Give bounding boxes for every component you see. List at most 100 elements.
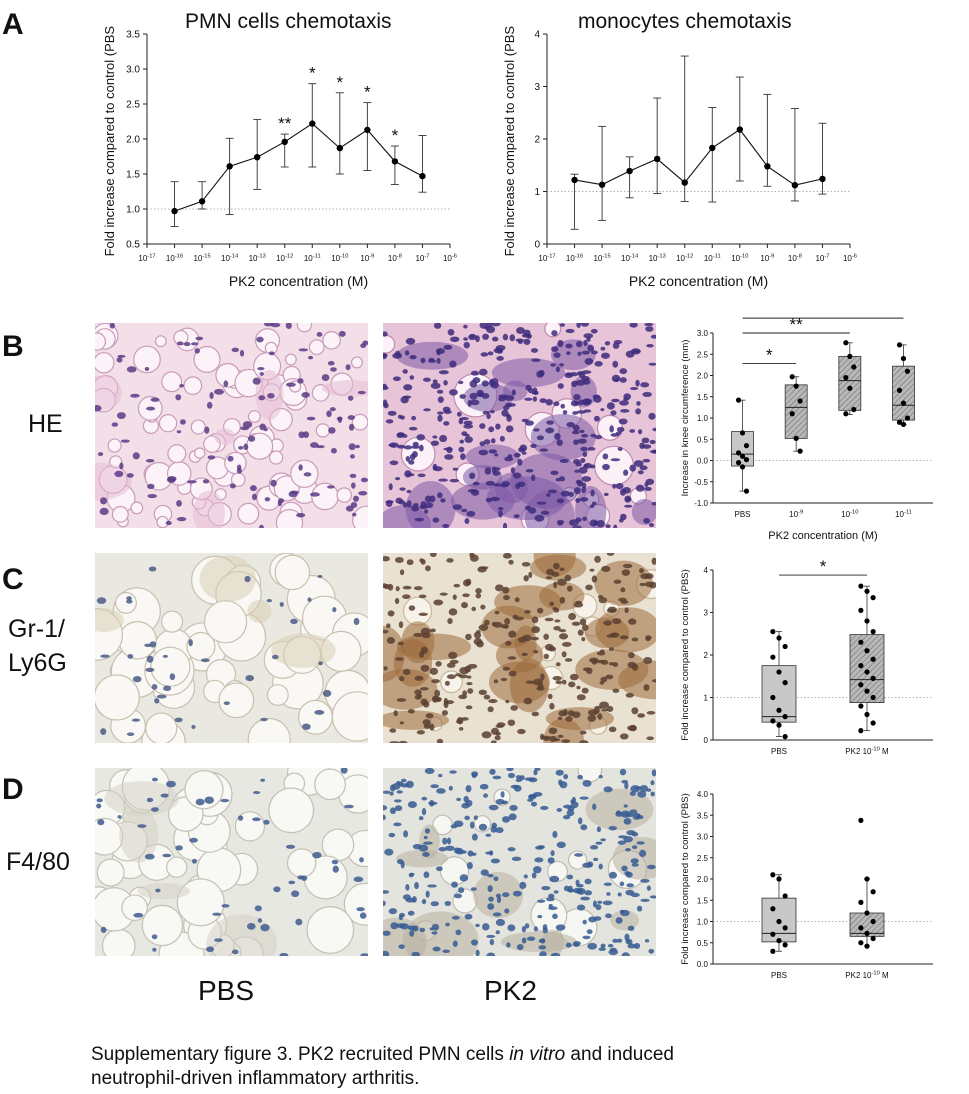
cell-nucleus — [600, 352, 610, 359]
cell-nucleus — [651, 769, 656, 777]
x-tick-label-exp: -7 — [424, 253, 429, 259]
cell-nucleus — [96, 803, 102, 809]
x-tick-label: 10-14 — [621, 253, 639, 263]
data-point — [858, 817, 864, 823]
cell-nucleus — [145, 459, 155, 463]
data-point — [776, 722, 782, 728]
data-point — [858, 728, 864, 734]
cell-nucleus — [629, 429, 635, 433]
cell-nucleus — [578, 399, 584, 406]
cell-nucleus — [97, 819, 105, 826]
cell-nucleus — [478, 823, 488, 831]
tissue-cell — [296, 323, 313, 333]
cell-nucleus — [503, 625, 509, 629]
cell-nucleus — [400, 783, 410, 788]
x-tick-label-exp: -8 — [397, 253, 402, 259]
cell-nucleus — [435, 348, 445, 355]
x-axis-label: PK2 concentration (M) — [229, 273, 368, 289]
cell-nucleus — [437, 411, 444, 415]
cell-nucleus — [431, 931, 438, 935]
cell-nucleus — [475, 335, 480, 343]
cell-nucleus — [578, 466, 588, 474]
cell-nucleus — [562, 709, 568, 716]
cell-nucleus — [528, 793, 538, 799]
cell-nucleus — [514, 616, 524, 621]
cell-nucleus — [398, 740, 408, 743]
panel-letter-b: B — [2, 330, 24, 363]
cell-nucleus — [191, 724, 196, 729]
cell-nucleus — [420, 687, 429, 691]
tissue-cell — [440, 670, 463, 694]
cell-nucleus — [508, 670, 517, 677]
cell-nucleus — [584, 890, 593, 896]
cell-nucleus — [404, 350, 410, 356]
cell-nucleus — [238, 446, 244, 450]
cell-nucleus — [495, 930, 500, 935]
x-tick-label-base: 10 — [166, 254, 175, 263]
cell-nucleus — [147, 494, 158, 499]
cell-nucleus — [422, 377, 431, 382]
cell-nucleus — [613, 579, 622, 584]
cell-nucleus — [565, 715, 573, 722]
x-tick-label-base: 10 — [360, 254, 369, 263]
cell-nucleus — [582, 935, 591, 940]
cell-nucleus — [418, 594, 427, 599]
tissue-cell — [402, 596, 433, 626]
x-tick-label-exp: -11 — [713, 253, 721, 259]
cell-nucleus — [175, 845, 183, 851]
cell-nucleus — [652, 427, 656, 432]
micrograph-gr1-pbs — [95, 553, 368, 743]
cell-nucleus — [553, 626, 561, 631]
x-tick-label-base: 10 — [415, 254, 424, 263]
cell-nucleus — [414, 675, 424, 681]
cell-nucleus — [179, 383, 185, 388]
cell-nucleus — [515, 483, 521, 490]
significance-mark: ** — [816, 310, 830, 319]
cell-nucleus — [598, 947, 606, 951]
cell-nucleus — [564, 574, 572, 582]
data-point — [776, 918, 782, 925]
cell-nucleus — [522, 634, 532, 642]
cell-nucleus — [596, 520, 605, 528]
significance-mark: * — [766, 346, 773, 365]
cell-nucleus — [447, 617, 453, 625]
data-point — [870, 675, 876, 681]
cell-nucleus — [577, 351, 582, 356]
cell-nucleus — [146, 655, 154, 663]
cell-nucleus — [646, 864, 656, 870]
cell-nucleus — [585, 584, 593, 591]
cell-nucleus — [493, 679, 499, 684]
cell-nucleus — [481, 380, 490, 387]
cell-nucleus — [414, 881, 419, 890]
cell-nucleus — [508, 559, 514, 565]
cell-nucleus — [443, 421, 450, 426]
cell-nucleus — [448, 785, 453, 791]
cell-nucleus — [579, 796, 589, 800]
cell-nucleus — [458, 446, 465, 453]
cell-nucleus — [631, 863, 639, 867]
cell-nucleus — [582, 919, 587, 925]
data-point — [626, 167, 633, 175]
y-tick-label: 1 — [704, 694, 709, 703]
tissue-cell — [107, 438, 122, 453]
cell-nucleus — [439, 434, 448, 443]
cell-nucleus — [581, 433, 589, 438]
tissue-cell — [167, 444, 187, 464]
cell-nucleus — [409, 375, 415, 380]
row-label-gr1-line1: Gr-1/ — [8, 615, 65, 643]
cell-nucleus — [406, 559, 414, 566]
cell-nucleus — [439, 592, 448, 596]
cell-nucleus — [553, 581, 558, 589]
cell-nucleus — [302, 723, 311, 730]
cell-nucleus — [639, 784, 649, 793]
cell-nucleus — [637, 470, 644, 475]
cell-nucleus — [288, 491, 298, 498]
data-point — [770, 931, 776, 937]
x-tick-label-exp: -6 — [452, 253, 457, 259]
cell-nucleus — [553, 401, 560, 407]
cell-nucleus — [126, 732, 135, 737]
cell-nucleus — [605, 674, 614, 680]
cell-nucleus — [589, 657, 599, 663]
cell-nucleus — [195, 798, 205, 806]
cell-nucleus — [513, 784, 522, 792]
